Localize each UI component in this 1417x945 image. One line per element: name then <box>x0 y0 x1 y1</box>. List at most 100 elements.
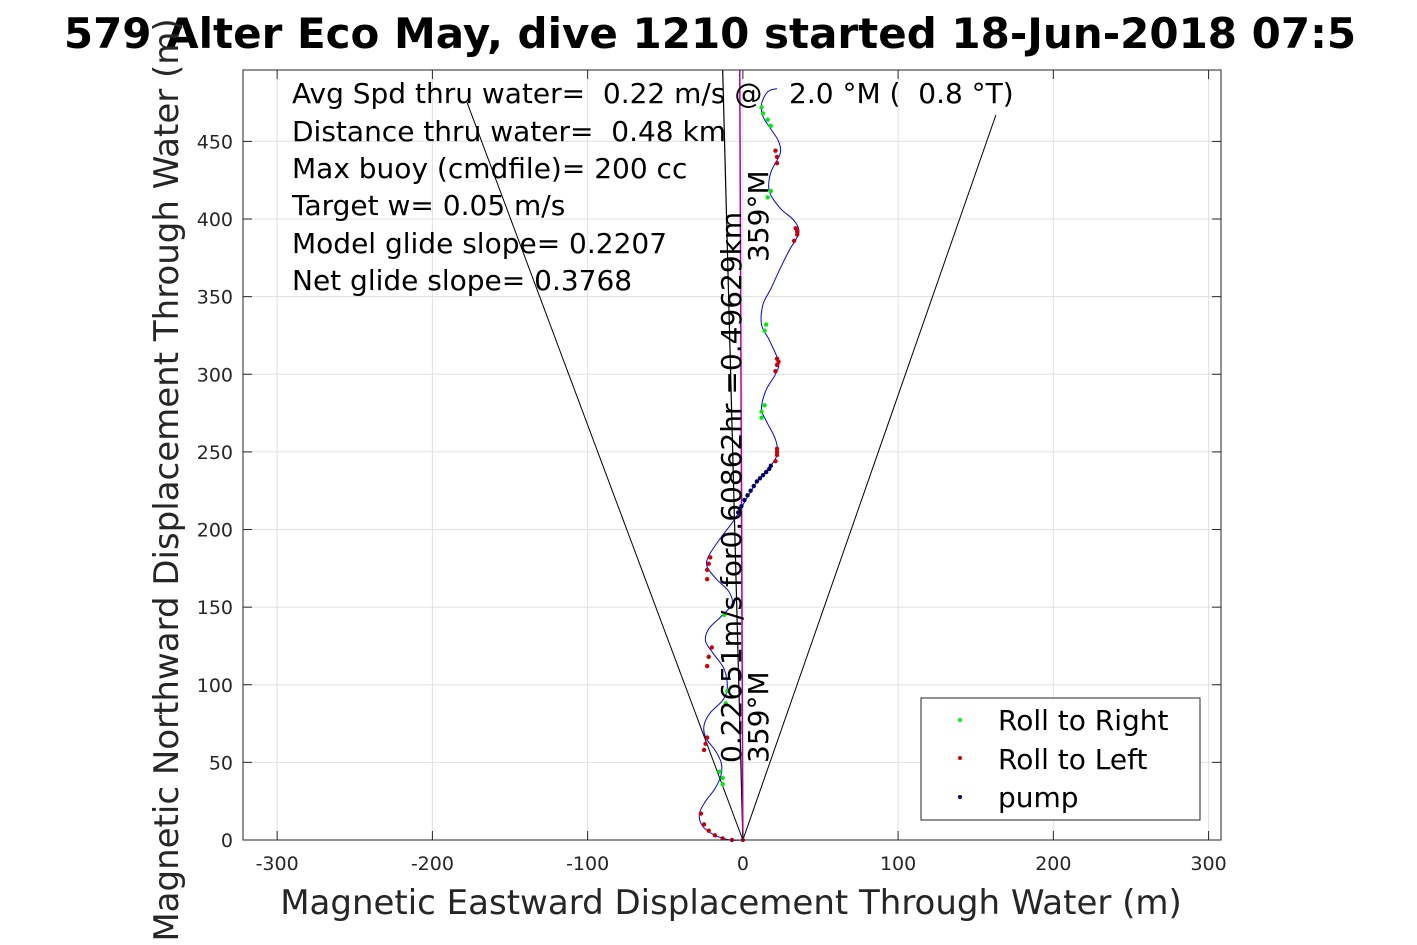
pump-point <box>745 493 750 498</box>
y-tick-label: 450 <box>197 131 233 153</box>
y-tick-labels: 0 50 100 150 200 250 300 350 400 450 <box>197 131 233 852</box>
y-tick-label: 400 <box>197 209 233 231</box>
annotation-target-w: Target w= 0.05 m/s <box>291 189 565 222</box>
x-tick-label: 300 <box>1190 853 1226 875</box>
x-tick-label: 0 <box>737 853 749 875</box>
legend-roll-right-marker <box>958 718 962 722</box>
pump-point <box>739 504 744 509</box>
roll-left-point <box>703 741 708 746</box>
average-heading-line <box>739 69 744 841</box>
roll-left-point <box>698 811 704 816</box>
pump-point <box>736 510 741 515</box>
roll-right-point <box>762 328 767 334</box>
roll-right-point <box>720 781 725 787</box>
legend: Roll to Right Roll to Left pump <box>920 697 1201 821</box>
roll-left-point <box>795 232 800 237</box>
roll-left-point <box>706 654 711 660</box>
roll-right-point <box>768 123 774 129</box>
x-tick-labels: -300 -200 -100 0 100 200 300 <box>256 853 1227 875</box>
roll-right-point <box>723 701 728 706</box>
x-axis-label: Magnetic Eastward Displacement Through W… <box>280 883 1182 923</box>
roll-left-point <box>709 645 715 650</box>
roll-left-point <box>774 452 780 458</box>
pump-point <box>754 479 760 484</box>
legend-roll-left-label: Roll to Left <box>998 743 1147 776</box>
cone-line <box>466 100 744 841</box>
roll-right-point <box>759 105 764 110</box>
heading-lines <box>722 69 744 841</box>
y-tick-label: 0 <box>221 830 233 852</box>
x-tick-label: -100 <box>566 853 609 875</box>
roll-right-point <box>763 322 769 327</box>
roll-right-point <box>720 775 725 781</box>
roll-right-point <box>725 688 730 694</box>
annotation-distance: Distance thru water= 0.48 km <box>292 115 726 148</box>
plot-frame <box>242 69 1222 841</box>
roll-left-point <box>706 561 711 566</box>
y-axis-label: Magnetic Northward Displacement Through … <box>147 18 187 941</box>
annotation-net-glide: Net glide slope= 0.3768 <box>292 264 632 297</box>
pump-point <box>748 488 753 493</box>
roll-right-point <box>762 403 767 408</box>
tick-marks <box>243 70 1221 841</box>
cone-line <box>742 114 997 841</box>
chart-title: 579 Alter Eco May, dive 1210 started 18-… <box>64 9 1356 58</box>
roll-left-point <box>774 356 780 361</box>
roll-left-point <box>701 822 707 827</box>
roll-right-point <box>722 612 727 618</box>
y-tick-label: 350 <box>197 287 233 309</box>
annotation-model-glide: Model glide slope= 0.2207 <box>292 227 667 260</box>
stats-annotation: Avg Spd thru water= 0.22 m/s @ 2.0 °M ( … <box>291 77 1014 297</box>
legend-pump-marker <box>958 795 962 799</box>
y-tick-label: 50 <box>209 752 233 774</box>
roll-right-point <box>759 409 764 414</box>
legend-roll-right-label: Roll to Right <box>998 704 1169 737</box>
roll-right-point <box>717 769 722 774</box>
roll-left-point <box>791 238 797 243</box>
roll-right-point <box>760 111 766 116</box>
roll-right-point <box>765 195 770 200</box>
roll-left-point <box>773 368 778 374</box>
plot-area <box>242 69 1222 843</box>
x-tick-label: -300 <box>256 853 299 875</box>
y-tick-label: 150 <box>197 597 233 619</box>
roll-left-point <box>704 735 710 740</box>
roll-left-point <box>712 833 718 838</box>
x-tick-label: -200 <box>411 853 454 875</box>
y-tick-label: 100 <box>197 675 233 697</box>
pump-point <box>760 472 766 478</box>
legend-pump-label: pump <box>998 781 1079 814</box>
roll-right-point <box>768 188 774 194</box>
legend-box <box>920 697 1201 821</box>
roll-left-point <box>774 154 780 160</box>
roll-left-point <box>704 663 710 669</box>
roll-right-point <box>765 117 770 122</box>
roll-left-point <box>774 160 780 166</box>
y-tick-label: 200 <box>197 520 233 542</box>
roll-left-point <box>706 828 711 833</box>
annotation-avg-speed: Avg Spd thru water= 0.22 m/s @ 2.0 °M ( … <box>292 77 1014 110</box>
roll-left-point <box>773 148 778 153</box>
roll-right-point <box>759 415 764 420</box>
roll-left-point <box>774 449 780 455</box>
heading-label-bottom: 359°M <box>742 671 775 763</box>
pump-point <box>763 469 769 475</box>
roll-left-point <box>704 576 710 582</box>
roll-left-point <box>704 567 710 573</box>
pump-point <box>768 463 774 469</box>
heading-line <box>722 69 744 841</box>
roll-left-point <box>793 226 798 231</box>
pump-point <box>751 483 756 489</box>
annotation-max-buoy: Max buoy (cmdfile)= 200 cc <box>292 152 687 185</box>
x-tick-label: 100 <box>880 853 916 875</box>
y-tick-label: 300 <box>197 364 233 386</box>
heading-label-top: 359°M <box>742 170 775 262</box>
cone-lines <box>466 100 997 841</box>
roll-left-point <box>708 555 713 560</box>
roll-left-point <box>701 747 707 753</box>
roll-left-point <box>774 446 780 451</box>
roll-pump-markers <box>698 105 800 843</box>
y-tick-label: 250 <box>197 442 233 464</box>
x-tick-label: 200 <box>1035 853 1071 875</box>
